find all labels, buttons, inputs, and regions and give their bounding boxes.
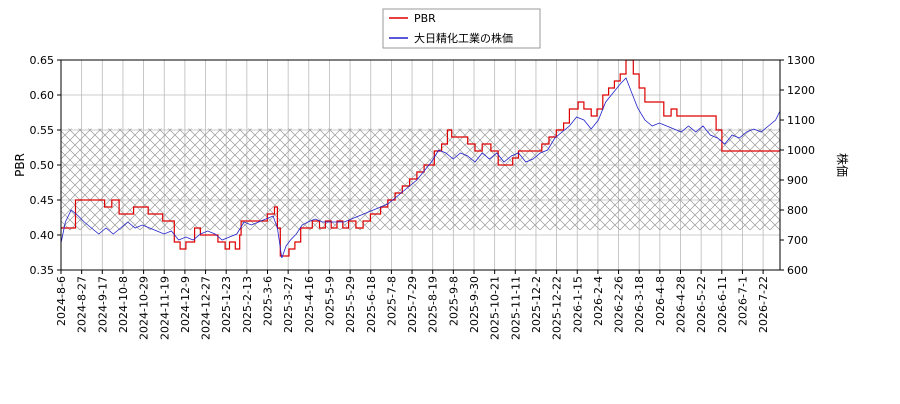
x-tick-label: 2025-3-6 — [262, 276, 275, 326]
x-tick-label: 2025-9-30 — [468, 276, 481, 333]
x-tick-label: 2024-11-19 — [158, 276, 171, 340]
legend: PBR 大日精化工業の株価 — [382, 8, 541, 49]
right-y-tick-label: 900 — [787, 174, 808, 187]
x-tick-label: 2025-3-27 — [282, 276, 295, 333]
left-y-tick-label: 0.65 — [30, 54, 55, 67]
x-tick-label: 2025-2-13 — [241, 276, 254, 333]
left-y-axis-label: PBR — [13, 153, 27, 177]
right-y-tick-label: 1100 — [787, 114, 815, 127]
x-tick-label: 2025-5-9 — [323, 276, 336, 326]
x-tick-label: 2024-12-9 — [179, 276, 192, 333]
x-tick-label: 2025-10-21 — [489, 276, 502, 340]
x-tick-label: 2024-10-8 — [117, 276, 130, 333]
x-tick-label: 2025-12-22 — [551, 276, 564, 340]
x-tick-label: 2025-6-18 — [365, 276, 378, 333]
x-tick-label: 2025-8-19 — [427, 276, 440, 333]
legend-box — [382, 8, 541, 49]
x-tick-label: 2026-1-15 — [571, 276, 584, 333]
x-tick-label: 2026-2-26 — [613, 276, 626, 333]
x-tick-label: 2024-8-6 — [55, 276, 68, 326]
x-tick-label: 2026-6-11 — [716, 276, 729, 333]
x-tick-label: 2025-7-29 — [406, 276, 419, 333]
x-tick-label: 2025-12-2 — [530, 276, 543, 333]
left-y-tick-label: 0.50 — [30, 159, 55, 172]
x-axis: 2024-8-6 2024-8-27 2024-9-17 2024-10-8 2024-… — [55, 270, 770, 340]
x-tick-label: 2025-4-16 — [303, 276, 316, 333]
x-tick-label: 2026-3-18 — [633, 276, 646, 333]
right-y-tick-label: 600 — [787, 264, 808, 277]
pbr-series-line — [61, 60, 780, 257]
x-tick-label: 2025-7-8 — [385, 276, 398, 326]
left-y-axis: 0.35 0.40 0.45 0.50 0.55 0.60 0.65 — [30, 54, 61, 277]
x-tick-label: 2026-4-28 — [675, 276, 688, 333]
x-tick-label: 2024-10-29 — [138, 276, 151, 340]
left-y-tick-label: 0.35 — [30, 264, 55, 277]
legend-price-label: 大日精化工業の株価 — [414, 31, 513, 45]
right-y-tick-label: 700 — [787, 234, 808, 247]
x-tick-label: 2026-2-4 — [592, 276, 605, 326]
left-y-tick-label: 0.60 — [30, 89, 55, 102]
x-tick-label: 2024-12-27 — [200, 276, 213, 340]
series-layer — [61, 60, 780, 259]
x-tick-label: 2025-1-23 — [220, 276, 233, 333]
x-tick-label: 2026-7-1 — [736, 276, 749, 326]
price-series-line — [61, 77, 780, 259]
right-y-tick-label: 1300 — [787, 54, 815, 67]
right-y-tick-label: 800 — [787, 204, 808, 217]
left-y-tick-label: 0.40 — [30, 229, 55, 242]
x-tick-label: 2026-4-8 — [654, 276, 667, 326]
left-y-tick-label: 0.45 — [30, 194, 55, 207]
x-tick-label: 2024-8-27 — [76, 276, 89, 333]
x-tick-label: 2025-11-11 — [509, 276, 522, 340]
x-tick-label: 2025-5-29 — [344, 276, 357, 333]
x-tick-label: 2026-7-22 — [757, 276, 770, 333]
x-tick-label: 2024-9-17 — [96, 276, 109, 333]
right-y-tick-label: 1200 — [787, 84, 815, 97]
x-tick-label: 2026-5-22 — [695, 276, 708, 333]
pbr-range-band — [61, 128, 780, 231]
left-y-tick-label: 0.55 — [30, 124, 55, 137]
right-y-axis-label: 株価 — [835, 153, 850, 177]
x-tick-label: 2025-9-8 — [447, 276, 460, 326]
legend-pbr-label: PBR — [414, 12, 436, 25]
right-y-tick-label: 1000 — [787, 144, 815, 157]
right-y-axis: 600 700 800 900 1000 1100 1200 1300 — [780, 54, 815, 277]
